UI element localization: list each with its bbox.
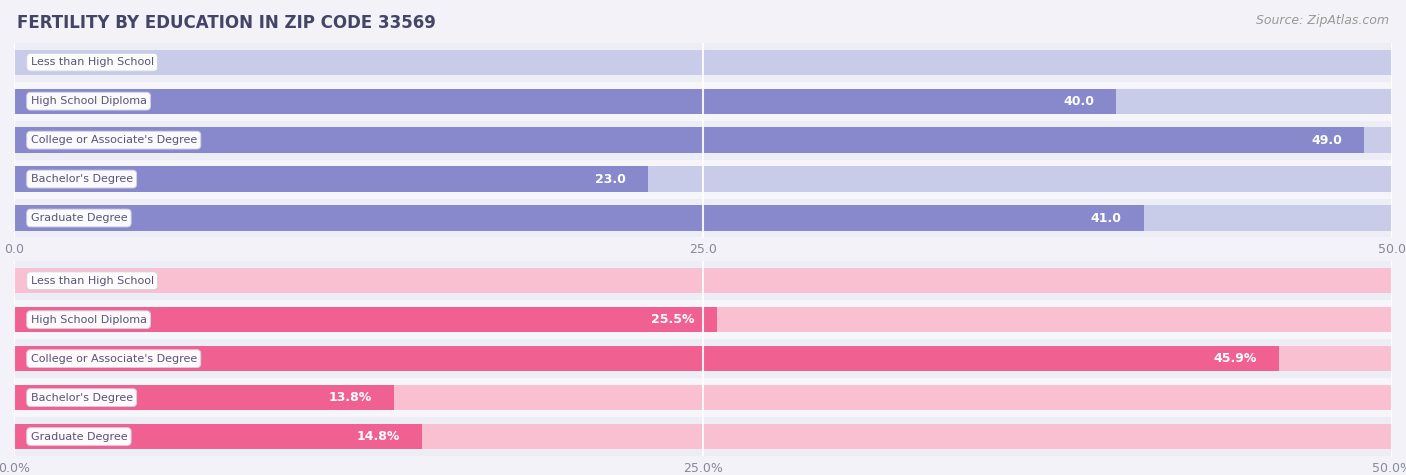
Text: FERTILITY BY EDUCATION IN ZIP CODE 33569: FERTILITY BY EDUCATION IN ZIP CODE 33569: [17, 14, 436, 32]
Bar: [14, 205, 1392, 231]
Bar: [14, 121, 1392, 160]
Text: 45.9%: 45.9%: [1213, 352, 1257, 365]
Bar: [14, 346, 1279, 371]
Bar: [14, 205, 1144, 231]
Text: Bachelor's Degree: Bachelor's Degree: [31, 392, 132, 403]
Text: 49.0: 49.0: [1312, 133, 1343, 147]
Bar: [14, 82, 1392, 121]
Bar: [14, 307, 717, 332]
Bar: [14, 166, 1392, 192]
Bar: [14, 127, 1364, 153]
Text: 25.5%: 25.5%: [651, 313, 695, 326]
Bar: [14, 88, 1392, 114]
Bar: [14, 424, 422, 449]
Bar: [14, 378, 1392, 417]
Text: 0.0%: 0.0%: [37, 274, 70, 287]
Bar: [14, 417, 1392, 456]
Text: 0.0: 0.0: [37, 56, 59, 69]
Text: College or Associate's Degree: College or Associate's Degree: [31, 135, 197, 145]
Bar: [14, 268, 1392, 294]
Bar: [14, 43, 1392, 82]
Text: High School Diploma: High School Diploma: [31, 314, 146, 325]
Bar: [14, 166, 648, 192]
Bar: [14, 424, 1392, 449]
Bar: [14, 385, 1392, 410]
Bar: [14, 261, 1392, 300]
Text: Source: ZipAtlas.com: Source: ZipAtlas.com: [1256, 14, 1389, 27]
Text: 14.8%: 14.8%: [357, 430, 399, 443]
Bar: [14, 307, 1392, 332]
Bar: [14, 127, 1392, 153]
Bar: [14, 385, 394, 410]
Text: Bachelor's Degree: Bachelor's Degree: [31, 174, 132, 184]
Text: 23.0: 23.0: [595, 172, 626, 186]
Text: Less than High School: Less than High School: [31, 57, 153, 67]
Bar: [14, 49, 1392, 75]
Text: 41.0: 41.0: [1091, 211, 1122, 225]
Bar: [14, 88, 1116, 114]
Bar: [14, 199, 1392, 238]
Text: 13.8%: 13.8%: [329, 391, 373, 404]
Bar: [14, 300, 1392, 339]
Bar: [14, 160, 1392, 199]
Text: Less than High School: Less than High School: [31, 276, 153, 286]
Text: Graduate Degree: Graduate Degree: [31, 431, 127, 442]
Text: Graduate Degree: Graduate Degree: [31, 213, 127, 223]
Bar: [14, 339, 1392, 378]
Text: College or Associate's Degree: College or Associate's Degree: [31, 353, 197, 364]
Bar: [14, 346, 1392, 371]
Text: 40.0: 40.0: [1063, 95, 1094, 108]
Text: High School Diploma: High School Diploma: [31, 96, 146, 106]
